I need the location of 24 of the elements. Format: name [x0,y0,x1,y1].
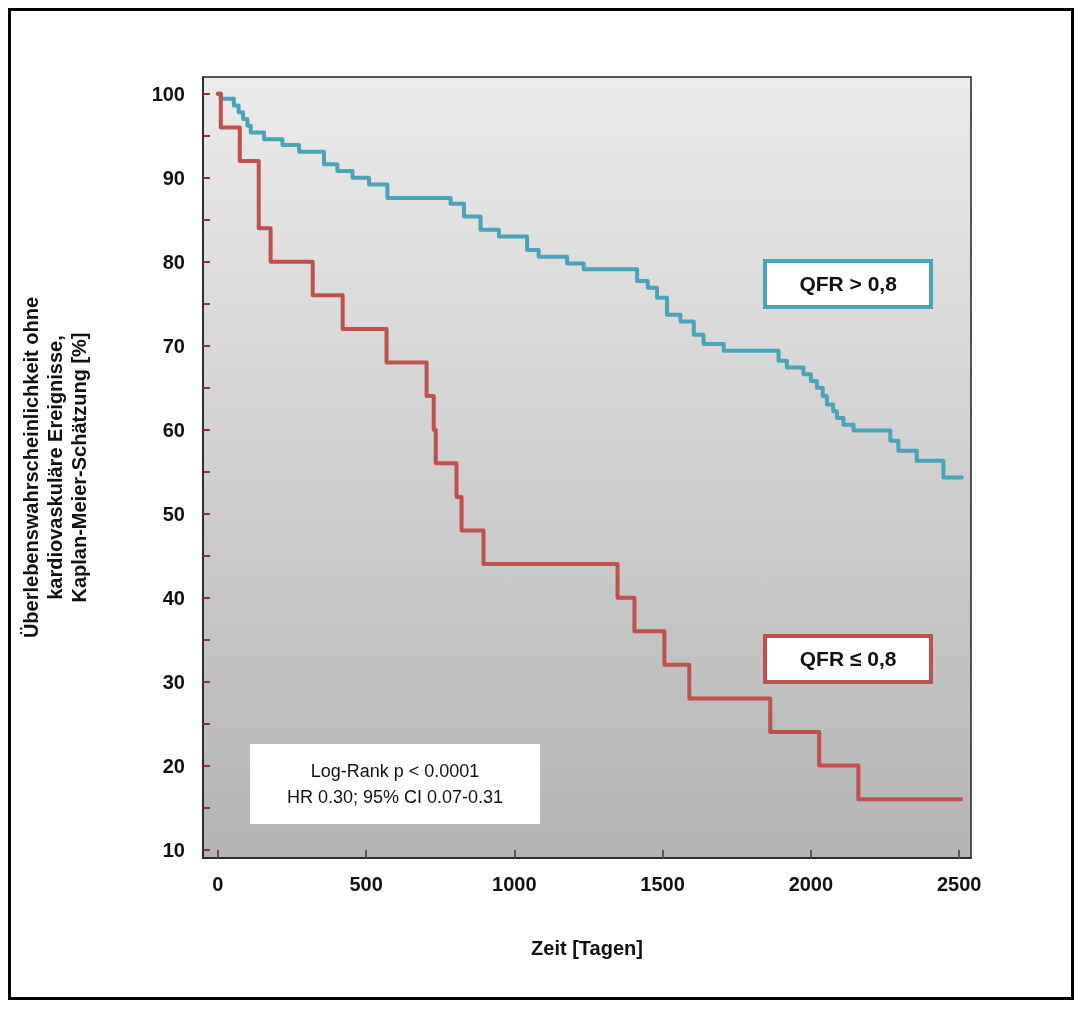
x-tick-label: 0 [212,873,224,895]
annotation: HR 0.30; 95% CI 0.07-0.31 [285,785,505,809]
series-label: QFR ≤ 0,8 [798,646,898,671]
y-tick-label: 40 [162,586,185,609]
y-tick-label: 70 [162,334,185,357]
y-tick-label: 10 [162,838,185,861]
y-axis-title: Überlebenswahrscheinlichkeit ohne kardiovaskuläre Ereignisse, Kaplan-Meier-Schätzung [%] [20,296,90,639]
y-tick-label: 60 [162,418,185,441]
y-tick-label: 90 [162,166,185,189]
x-tick-label: 2000 [788,873,834,895]
label-box: QFR > 0,8 [763,258,934,309]
x-axis-title: Zeit [Tagen] [531,937,643,959]
y-tick-label: 30 [162,670,185,693]
x-tick-label: 1500 [640,873,685,895]
y-tick-label: 20 [162,754,185,777]
x-tick-label: 500 [349,873,383,895]
x-tick-label: 2500 [936,873,982,895]
y-tick-label: 80 [162,250,185,273]
label-box: QFR ≤ 0,8 [763,633,934,684]
note-box: Log-Rank p < 0.0001 HR 0.30; 95% CI 0.07-0.31 [250,743,540,824]
y-tick-label: 100 [151,82,185,105]
y-tick-label: 50 [162,502,185,525]
x-tick-label: 1000 [492,873,537,895]
annotation: Log-Rank p < 0.0001 [309,759,481,783]
